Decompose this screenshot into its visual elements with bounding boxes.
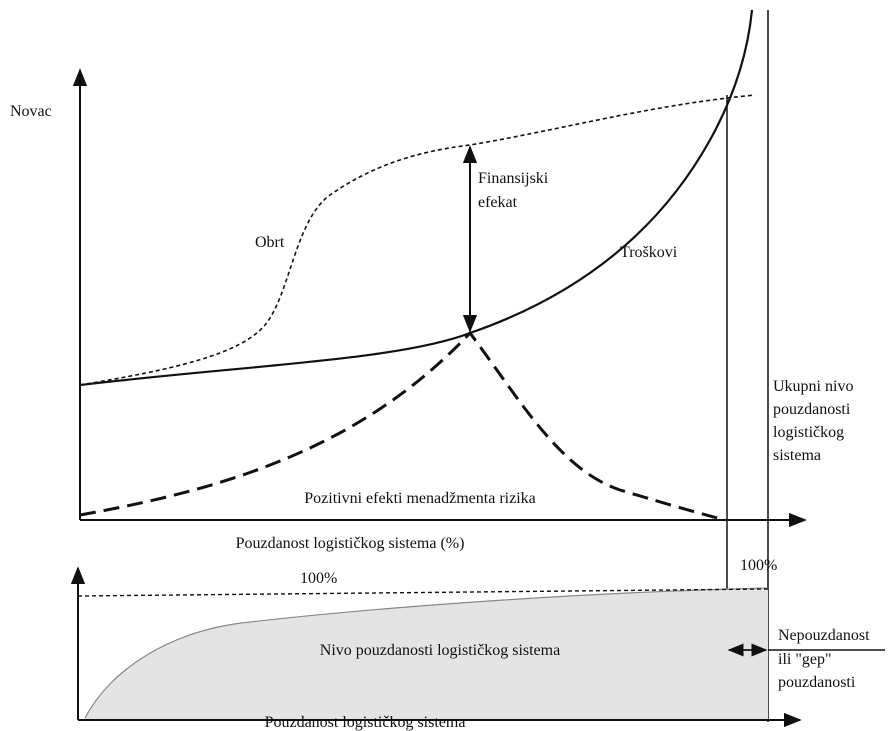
total-label: Ukupni nivo [773, 378, 853, 395]
total-label: sistema [773, 447, 821, 464]
risk-label: Pozitivni efekti menadžmenta rizika [304, 490, 535, 507]
y-axis-label: Novac [10, 103, 52, 120]
area-label: Nivo pouzdanosti logističkog sistema [320, 642, 560, 659]
gap-label: Finansijski [478, 170, 549, 187]
hundred-label: 100% [740, 557, 777, 574]
unreliability-label: Nepouzdanost [778, 627, 870, 644]
x-axis-label-lower: Pouzdanost logističkog sistema [265, 714, 466, 731]
unreliability-label: ili "gep" [778, 651, 832, 668]
x-axis-label: Pouzdanost logističkog sistema (%) [236, 535, 465, 552]
total-label: pouzdanosti [773, 401, 851, 418]
reliability-curve [84, 587, 769, 719]
revenue-curve [79, 94, 756, 386]
hundred-line [77, 588, 769, 597]
revenue-label: Obrt [255, 234, 285, 251]
cost-label: Troškovi [620, 244, 678, 261]
hundred-label: 100% [300, 570, 337, 587]
total-label: logističkog [773, 424, 844, 441]
unreliability-label: pouzdanosti [778, 674, 856, 691]
risk-curve [79, 330, 726, 522]
reliability-area [85, 588, 768, 720]
gap-label: efekat [478, 194, 518, 211]
cost-curve [79, 9, 754, 387]
